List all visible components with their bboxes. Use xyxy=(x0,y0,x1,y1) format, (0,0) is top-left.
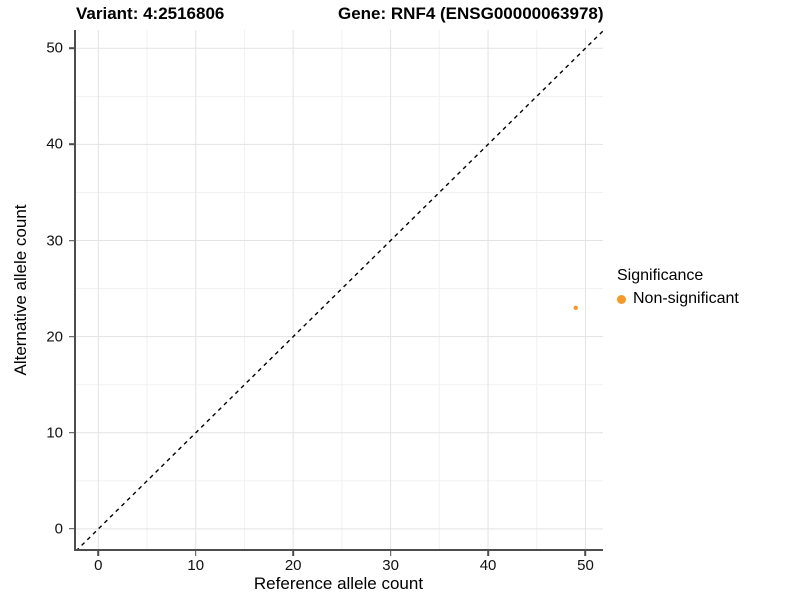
x-tick-mark xyxy=(97,551,100,556)
gene-title: Gene: RNF4 (ENSG00000063978) xyxy=(338,4,604,23)
y-tick-label: 0 xyxy=(54,520,63,538)
identity-reference-line xyxy=(75,30,604,552)
y-tick-mark xyxy=(69,431,74,434)
x-tick-label: 40 xyxy=(479,557,497,574)
x-tick-label: 50 xyxy=(577,557,594,574)
variant-title: Variant: 4:2516806 xyxy=(76,4,225,23)
x-tick-mark xyxy=(292,551,294,556)
y-tick-label: 30 xyxy=(46,232,63,249)
x-axis-title: Reference allele count xyxy=(253,574,424,593)
x-tick-mark xyxy=(194,551,197,556)
x-tick-label: 20 xyxy=(284,557,302,574)
legend-key-circle-icon xyxy=(617,294,626,304)
y-axis-title: Alternative allele count xyxy=(11,204,30,376)
x-tick-label: 30 xyxy=(382,557,399,574)
legend: Significance Non-significant xyxy=(617,267,739,308)
legend-title: Significance xyxy=(617,267,704,284)
chart-panel xyxy=(74,30,604,552)
y-tick-mark xyxy=(69,528,74,530)
x-tick-label: 0 xyxy=(94,557,103,574)
scatter-plot-canvas xyxy=(74,30,604,552)
legend-item-label: Non-significant xyxy=(633,290,739,307)
x-tick-mark xyxy=(584,551,587,556)
y-tick-label: 10 xyxy=(46,424,63,442)
y-tick-mark xyxy=(69,143,74,146)
x-tick-label: 10 xyxy=(187,557,205,574)
y-tick-mark xyxy=(69,335,74,338)
y-tick-label: 50 xyxy=(46,39,63,57)
y-tick-label: 40 xyxy=(46,135,63,153)
legend-item: Non-significant xyxy=(617,290,739,308)
x-tick-mark xyxy=(389,551,392,556)
y-tick-mark xyxy=(69,239,74,242)
data-point xyxy=(573,305,578,311)
y-tick-label: 20 xyxy=(46,328,63,346)
y-tick-mark xyxy=(69,47,74,50)
x-tick-mark xyxy=(487,551,489,556)
